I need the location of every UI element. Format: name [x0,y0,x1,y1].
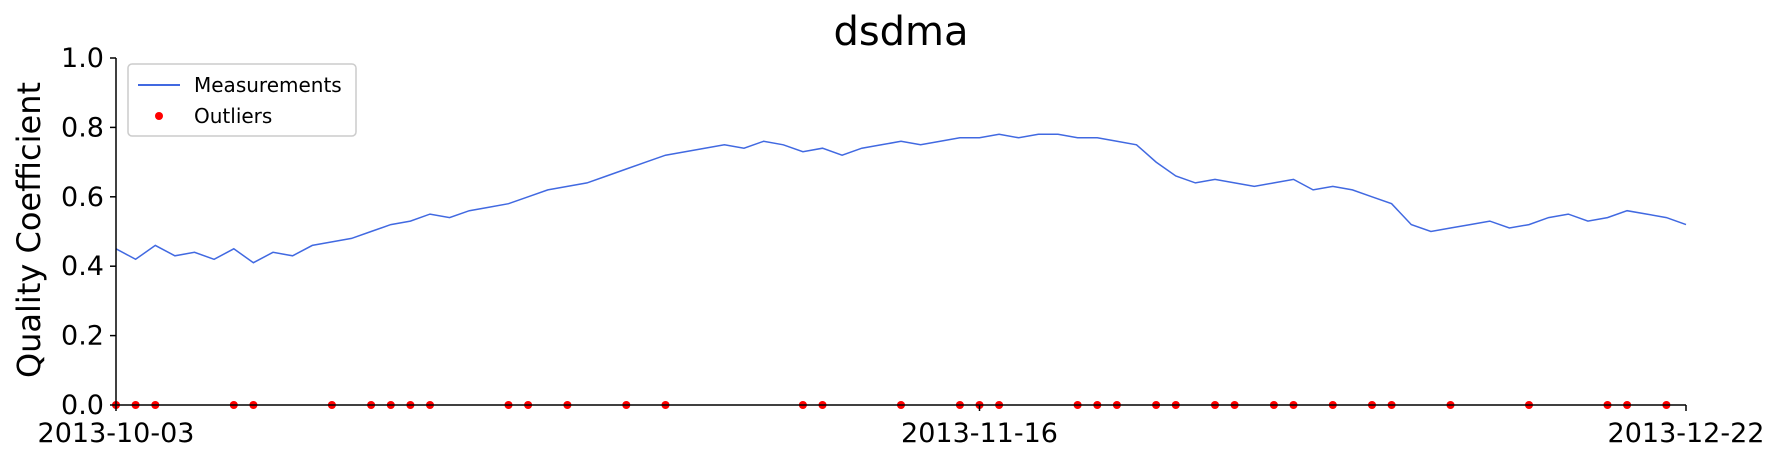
legend: Measurements Outliers [127,63,357,137]
x-axis: 2013-10-03 2013-11-16 2013-12-22 [38,404,1765,449]
y-tick-label: 0.0 [61,390,104,421]
x-tick-label: 2013-11-16 [901,418,1058,449]
legend-swatch-outliers [155,112,163,120]
y-tick-label: 1.0 [61,43,104,74]
y-tick-label: 0.6 [61,182,104,213]
y-axis: 0.0 0.2 0.4 0.6 0.8 1.0 [61,43,117,421]
x-tick-label: 2013-10-03 [38,418,195,449]
series-line-measurements [115,133,1687,264]
chart-title: dsdma [833,9,968,55]
plot-area [112,133,1687,409]
x-tick-label: 2013-12-22 [1608,418,1765,449]
y-tick-label: 0.8 [61,112,104,143]
y-tick-label: 0.4 [61,251,104,282]
legend-label-measurements: Measurements [194,73,342,97]
y-axis-label: Quality Coefficient [10,82,48,378]
y-tick-label: 0.2 [61,321,104,352]
legend-frame [127,63,357,137]
legend-label-outliers: Outliers [194,104,272,128]
